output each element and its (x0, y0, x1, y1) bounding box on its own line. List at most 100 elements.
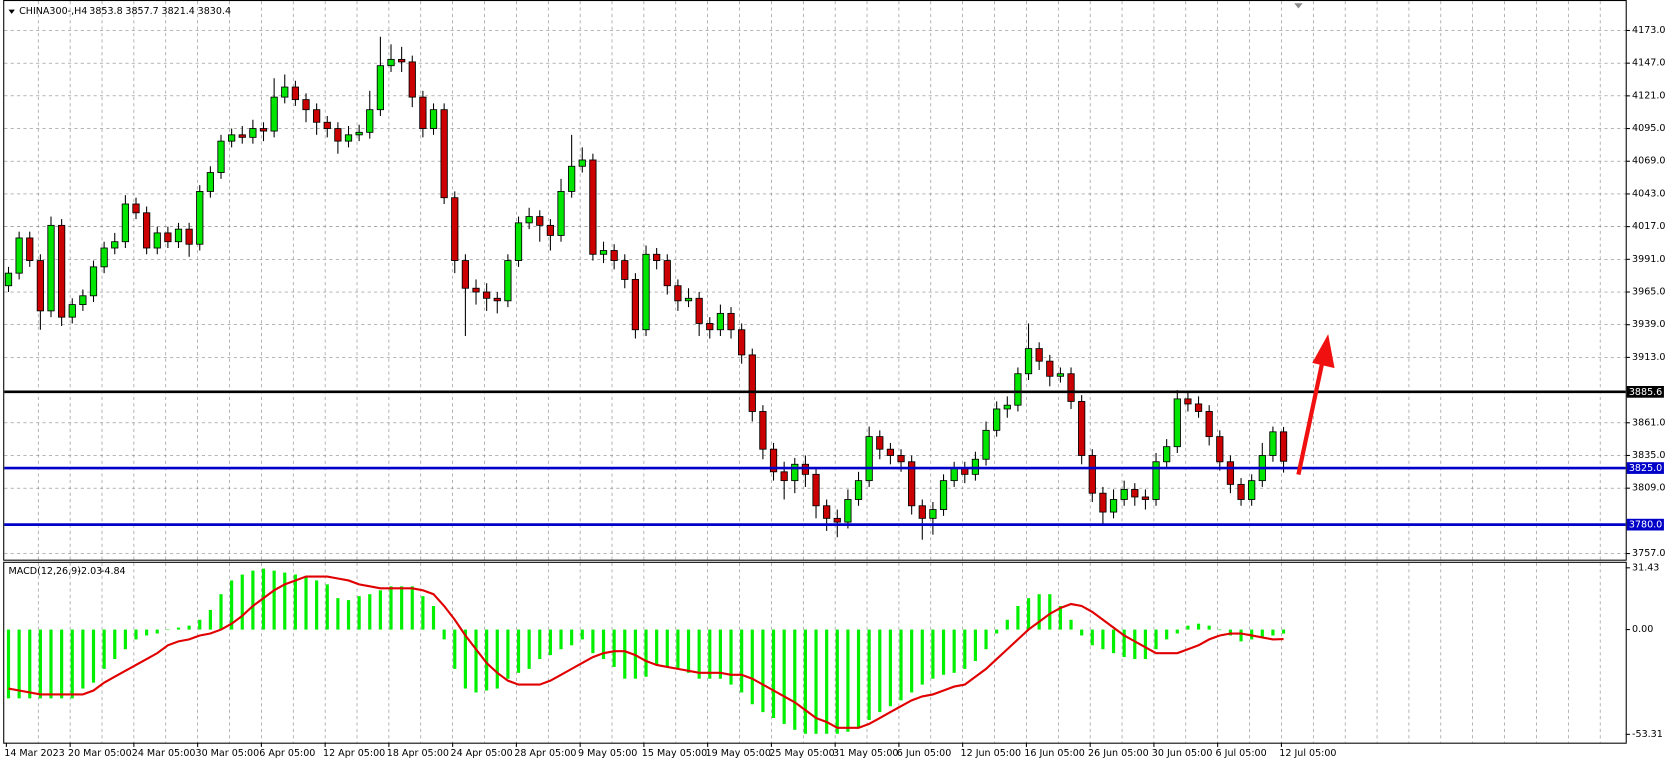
candle-body (812, 473, 820, 507)
x-tick-label: 19 May 05:00 (706, 748, 771, 759)
candle-body (79, 295, 87, 306)
y-tick-label: 3991.0 (1632, 254, 1665, 265)
macd-bar (410, 586, 414, 630)
candle-body (1216, 436, 1224, 463)
candle-body (950, 467, 958, 482)
macd-bar (198, 619, 202, 630)
x-tick-label: 26 Jun 05:00 (1088, 748, 1149, 759)
macd-bar (1101, 629, 1105, 650)
candle-body (1152, 461, 1160, 500)
x-tick-label: 30 Jun 05:00 (1152, 748, 1213, 759)
macd-bar (28, 629, 32, 699)
candle-body (121, 203, 129, 243)
candle-body (259, 128, 268, 132)
macd-bar (941, 629, 946, 675)
candle-body (568, 165, 576, 192)
marks-layer (4, 36, 1626, 734)
y-tick-label: 4069.0 (1632, 156, 1665, 167)
macd-bar (846, 629, 850, 732)
candle-body (631, 279, 640, 331)
macd-bar (155, 629, 159, 634)
candle-body (366, 109, 374, 133)
candle-body (1269, 431, 1277, 456)
macd-bar (1154, 629, 1158, 650)
macd-bar (336, 598, 340, 630)
candle-body (759, 411, 767, 450)
x-tick-label: 24 Apr 05:00 (451, 748, 513, 759)
annotation-arrow (1296, 334, 1335, 475)
macd-bar (612, 629, 616, 667)
macd-bar (686, 629, 691, 673)
candle-body (982, 429, 990, 460)
macd-bar (49, 629, 53, 699)
ohlc-value: 3857.7 (125, 6, 158, 17)
candle-body (1099, 492, 1107, 513)
arrow-shaft (1296, 359, 1325, 475)
macd-bar (463, 629, 467, 689)
candle-body (929, 509, 937, 519)
macd-bar (910, 629, 914, 693)
macd-bar (431, 605, 436, 630)
x-tick-label: 18 Apr 05:00 (387, 748, 449, 759)
macd-bar (516, 629, 521, 673)
macd-bar (506, 629, 510, 679)
candle-body (1226, 461, 1235, 485)
candle-body (823, 505, 831, 519)
candle-body (504, 260, 512, 302)
macd-bar (920, 629, 924, 685)
arrow-head (1312, 334, 1335, 369)
macd-bar (718, 629, 722, 679)
macd-bar (91, 629, 96, 683)
macd-bar (1037, 594, 1041, 630)
candle-body (100, 247, 108, 268)
macd-bar (995, 629, 999, 634)
macd-bar (230, 580, 234, 630)
y-tick-label: 4121.0 (1632, 90, 1665, 101)
macd-bar (315, 580, 319, 630)
macd-bar (856, 629, 861, 728)
candle-body (111, 241, 119, 249)
candle-body (419, 96, 427, 129)
ohlc-value: 3830.4 (198, 6, 231, 17)
macd-bar (378, 590, 382, 630)
text-layer: 4173.0 4147.0 4121.0 4095.0 4069.0 4043.0 4017… (4, 6, 1665, 759)
candle-body (461, 260, 470, 289)
y-tick-label: 3939.0 (1632, 319, 1665, 330)
x-tick-label: 16 Jun 05:00 (1024, 748, 1085, 759)
macd-bar (580, 629, 584, 640)
macd-bar (1111, 629, 1116, 654)
candle-body (1120, 489, 1128, 500)
level-label: 3825.0 (1629, 463, 1662, 474)
candle-body (589, 159, 597, 255)
candle-body (398, 58, 406, 63)
candle-body (429, 109, 438, 129)
macd-bar (814, 629, 818, 734)
macd-bar (623, 629, 627, 679)
macd-bar (1026, 598, 1031, 630)
macd-bar (251, 570, 255, 630)
macd-bar (187, 625, 191, 630)
y-tick-label: -53.31 (1632, 729, 1663, 740)
macd-bar (1080, 629, 1084, 636)
x-tick-label: 14 Mar 2023 (4, 748, 64, 759)
macd-bar (495, 629, 499, 689)
macd-bar (984, 629, 988, 650)
macd-bar (825, 629, 829, 734)
x-tick-label: 20 Mar 05:00 (68, 748, 132, 759)
y-tick-label: 3965.0 (1632, 287, 1665, 298)
candle-body (36, 260, 44, 312)
macd-bar (1165, 629, 1169, 640)
macd-bar (1186, 625, 1190, 630)
macd-bar (538, 629, 542, 660)
candle-body (557, 190, 565, 236)
macd-bar (570, 629, 574, 646)
candle-body (897, 455, 905, 463)
macd-bar (527, 629, 531, 669)
x-tick-label: 28 Apr 05:00 (514, 748, 576, 759)
macd-bar (1271, 629, 1275, 636)
candle-body (1056, 373, 1065, 377)
candle-body (270, 96, 278, 132)
macd-bar (878, 629, 882, 713)
macd-bar (708, 629, 712, 679)
candle-body (1067, 373, 1075, 402)
